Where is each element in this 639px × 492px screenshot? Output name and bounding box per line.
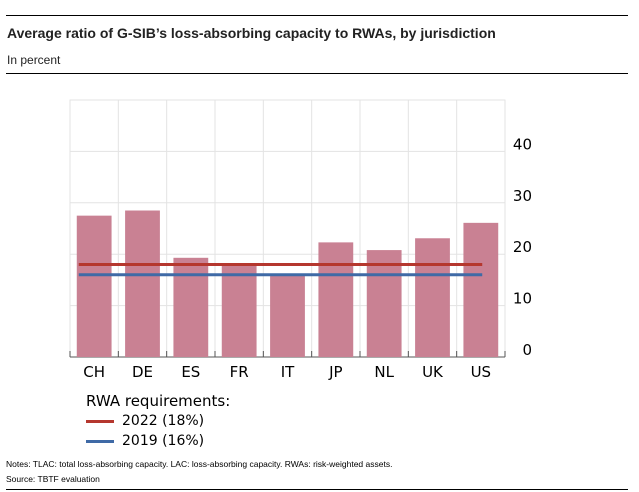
bar-fr	[221, 263, 257, 357]
bar-es	[173, 257, 209, 357]
x-tick-labels: CH DE ES FR IT JP NL UK US	[83, 363, 491, 381]
x-tick-jp: JP	[328, 363, 342, 381]
x-tick-uk: UK	[422, 363, 444, 381]
legend-item-2022: 2022 (18%)	[86, 413, 204, 429]
bar-nl	[366, 250, 402, 357]
bar-chart: 0 10 20 30 40 CH DE ES FR IT JP NL UK US	[69, 99, 532, 381]
chart-title: Average ratio of G-SIB’s loss-absorbing …	[7, 25, 496, 41]
y-tick-10: 10	[513, 290, 532, 308]
y-tick-0: 0	[522, 341, 532, 359]
legend-label-2022: 2022 (18%)	[122, 413, 205, 429]
reference-lines	[78, 262, 483, 277]
x-tick-fr: FR	[230, 363, 249, 381]
x-tick-es: ES	[181, 363, 200, 381]
chart-subtitle: In percent	[7, 53, 61, 67]
x-tick-ch: CH	[83, 363, 105, 381]
legend-item-2019: 2019 (16%)	[86, 433, 204, 449]
bar-uk	[415, 238, 450, 357]
bars	[76, 210, 499, 357]
y-tick-20: 20	[513, 238, 532, 256]
bottom-rule	[6, 489, 628, 490]
top-rule	[6, 15, 628, 16]
bar-de	[125, 210, 160, 357]
bar-jp	[318, 242, 354, 357]
x-tick-it: IT	[281, 363, 295, 381]
x-tick-de: DE	[132, 363, 153, 381]
y-tick-30: 30	[513, 187, 532, 205]
bar-it	[270, 273, 305, 357]
legend-swatch-2019	[86, 439, 114, 443]
legend-swatch-2022	[86, 419, 114, 423]
legend-label-2019: 2019 (16%)	[122, 433, 205, 449]
bar-ch	[76, 215, 112, 357]
y-tick-labels: 0 10 20 30 40	[513, 135, 532, 359]
legend-title: RWA requirements:	[86, 392, 231, 410]
y-tick-40: 40	[513, 135, 532, 153]
x-tick-nl: NL	[374, 363, 394, 381]
source-text: Source: TBTF evaluation	[6, 474, 100, 484]
subtitle-rule	[6, 73, 628, 74]
x-tick-us: US	[471, 363, 492, 381]
notes-text: Notes: TLAC: total loss-absorbing capaci…	[6, 459, 393, 469]
bar-us	[463, 222, 499, 357]
